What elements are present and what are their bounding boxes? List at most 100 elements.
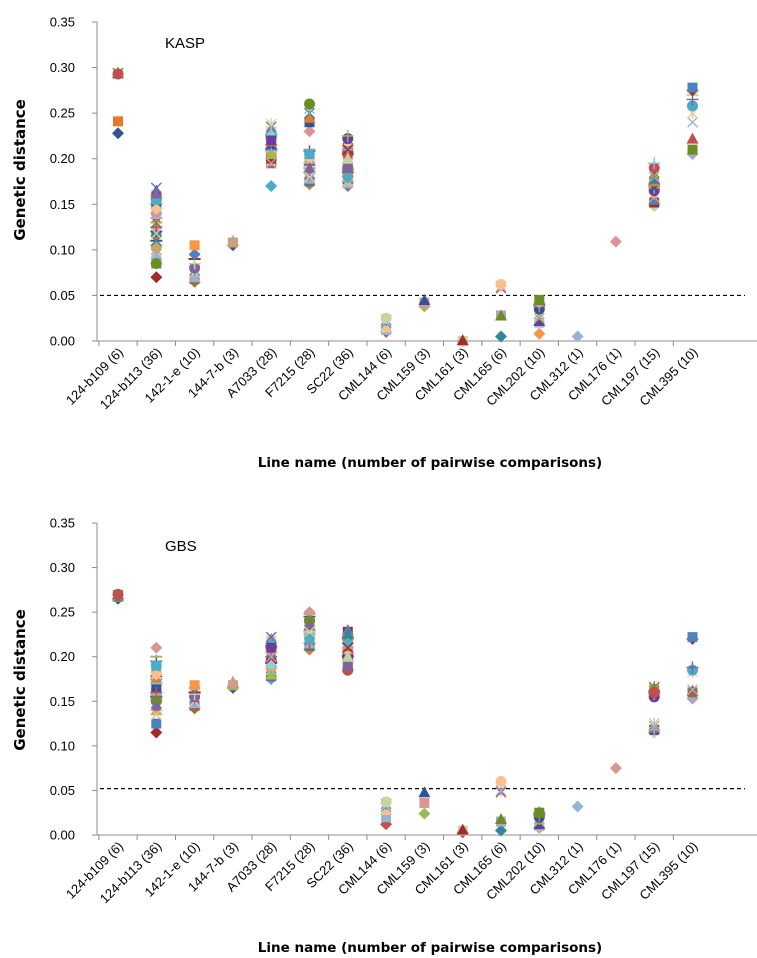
data-point [150,686,163,699]
data-point [265,118,277,131]
data-point [265,180,278,193]
y-tick-label: 0.00 [50,334,75,349]
data-point [226,675,239,687]
data-point [571,800,584,813]
y-axis: 0.00 0.05 0.10 0.15 0.20 0.25 0.30 0.35 [50,516,97,843]
data-point [303,606,316,619]
data-point [418,786,431,798]
data-point [342,162,353,173]
data-point [495,330,507,343]
data-point [304,633,315,644]
y-tick-label: 0.25 [50,605,75,620]
data-point [303,125,316,138]
data-point [381,812,392,823]
data-point [342,660,353,671]
gbs-chart: GBS Genetic distance Line name (number o… [11,516,757,956]
data-point [112,588,124,600]
data-point [648,686,660,698]
data-point [534,807,545,818]
y-tick-label: 0.10 [50,738,75,753]
data-point [341,650,354,662]
data-point [266,642,277,653]
x-axis-label: Line name (number of pairwise comparison… [258,940,602,956]
data-point [188,248,201,261]
data-point [150,699,163,711]
data-point [150,227,162,239]
x-axis: 124-b109 (6)124-b113 (36)142-1-e (10)144… [63,835,701,906]
data-point [418,807,431,820]
data-point [495,776,507,788]
y-tick-label: 0.05 [50,783,75,798]
data-point [303,111,316,123]
kasp-chart: KASP Genetic distance Line name (number … [11,15,757,471]
data-point [456,823,469,835]
data-point [151,194,162,205]
data-point [112,127,124,140]
data-point [150,271,163,284]
data-point [380,321,393,333]
data-point [189,680,200,691]
data-point [265,659,278,672]
y-tick-label: 0.30 [50,60,75,75]
y-tick-label: 0.15 [50,694,75,709]
data-point [303,619,316,631]
data-point [687,100,698,112]
data-point [495,824,507,837]
y-tick-label: 0.20 [50,649,75,664]
data-point [686,661,699,674]
y-axis: 0.00 0.05 0.10 0.15 0.20 0.25 0.30 0.35 [50,15,97,349]
data-point [341,628,354,640]
data-point [534,294,545,305]
data-point [304,171,315,183]
data-point [648,723,661,736]
data-point [151,718,162,729]
data-point [265,651,277,663]
y-tick-label: 0.00 [50,828,75,843]
data-point [686,132,699,144]
data-point [380,312,392,324]
data-point [265,668,278,680]
data-point [687,684,698,696]
data-point [150,668,163,681]
y-axis-label: Genetic distance [11,609,29,751]
data-point [188,271,201,283]
data-point [113,116,123,127]
data-point [687,144,698,155]
data-point [150,258,162,270]
data-point [341,170,354,183]
data-point [609,762,622,775]
y-axis-label: Genetic distance [11,99,29,241]
data-point [150,709,162,721]
data-point [342,144,354,156]
data-points [112,67,699,347]
data-point [265,148,278,160]
data-point [533,327,546,340]
data-point [648,157,661,170]
x-axis-label: Line name (number of pairwise comparison… [258,455,602,471]
data-point [189,240,200,251]
data-point [495,309,507,321]
data-point [304,626,315,638]
data-point [533,314,546,326]
data-point [419,797,430,808]
data-point [150,187,163,199]
y-tick-label: 0.10 [50,242,75,257]
data-point [380,796,392,808]
y-tick-label: 0.35 [50,15,75,30]
data-point [341,152,354,164]
data-point [150,641,163,654]
data-point [341,637,354,650]
data-point [150,202,163,215]
y-tick-label: 0.35 [50,516,75,531]
data-points [112,588,699,839]
y-tick-label: 0.15 [50,197,75,212]
data-point [495,278,507,290]
y-tick-label: 0.20 [50,151,75,166]
data-point [303,161,316,173]
data-point [112,68,124,80]
data-point [265,631,277,643]
data-point [304,98,315,110]
data-point [150,221,163,234]
data-point [266,135,277,146]
